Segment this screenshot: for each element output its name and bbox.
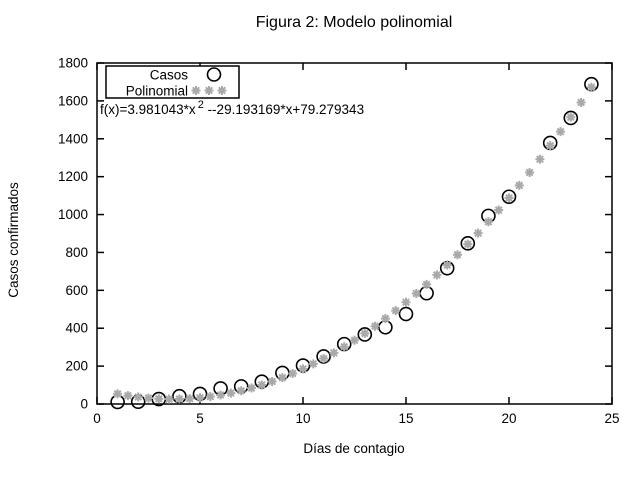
- polinomial-point: [545, 141, 555, 151]
- equation-suffix: --29.193169*x+79.279343: [204, 102, 364, 117]
- legend-polinomial-label: Polinomial: [126, 84, 188, 99]
- x-tick-label: 5: [196, 411, 204, 426]
- y-tick-label: 1800: [58, 56, 88, 71]
- x-tick-label: 25: [604, 411, 619, 426]
- y-tick-label: 0: [80, 397, 88, 412]
- legend-casos-label: Casos: [150, 68, 189, 83]
- legend: Casos Polinomial: [105, 65, 240, 99]
- polinomial-point: [576, 97, 586, 107]
- y-tick-label: 1000: [58, 207, 88, 222]
- polinomial-point: [288, 368, 298, 378]
- equation-exponent: 2: [198, 99, 204, 111]
- y-tick-label: 800: [65, 245, 88, 260]
- polinomial-point: [123, 391, 133, 401]
- polinomial-point: [308, 359, 318, 369]
- polinomial-point: [525, 168, 535, 178]
- y-tick-label: 200: [65, 359, 88, 374]
- polinomial-point: [442, 260, 452, 270]
- x-tick-label: 20: [501, 411, 516, 426]
- polinomial-point: [319, 354, 329, 364]
- legend-box: [105, 65, 240, 99]
- polinomial-point: [566, 112, 576, 122]
- polinomial-point: [277, 373, 287, 383]
- y-tick-label: 1400: [58, 131, 88, 146]
- polinomial-point: [391, 306, 401, 316]
- open-circle-marker-icon: [206, 67, 222, 82]
- x-tick-label: 10: [295, 411, 310, 426]
- polinomial-point: [216, 390, 226, 400]
- polinomial-point: [401, 297, 411, 307]
- chart-title: Figura 2: Modelo polinomial: [256, 14, 453, 31]
- polinomial-point: [432, 270, 442, 280]
- y-tick-label: 1600: [58, 93, 88, 108]
- equation-prefix: f(x)=3.981043*x: [100, 102, 196, 117]
- polinomial-point: [339, 342, 349, 352]
- polinomial-point: [453, 250, 462, 260]
- asterisk-marker-icons: [191, 86, 227, 95]
- asterisk-marker-icon: [217, 86, 227, 95]
- equation-label: f(x)=3.981043*x 2 --29.193169*x+79.279343: [100, 99, 364, 117]
- casos-point: [460, 236, 476, 251]
- y-axis-label: Casos confirmados: [6, 182, 21, 298]
- polinomial-series: [113, 82, 596, 404]
- polinomial-point: [236, 386, 246, 396]
- polinomial-point: [257, 380, 267, 390]
- polinomial-point: [267, 377, 277, 386]
- polinomial-point: [350, 335, 359, 345]
- asterisk-marker-icon: [204, 86, 214, 95]
- polinomial-point: [298, 364, 308, 374]
- casos-point: [563, 110, 579, 126]
- polinomial-point: [226, 388, 236, 398]
- x-tick-label: 0: [93, 411, 101, 426]
- plot-frame: [96, 62, 613, 405]
- x-axis-label: Días de contagio: [303, 441, 404, 456]
- polinomial-point: [174, 394, 184, 404]
- asterisk-marker-icon: [191, 86, 201, 95]
- y-tick-label: 600: [65, 283, 88, 298]
- polinomial-point: [473, 228, 483, 238]
- polinomial-point: [380, 314, 390, 324]
- polinomial-point: [133, 392, 143, 402]
- polinomial-point: [483, 217, 493, 227]
- y-tick-label: 400: [65, 321, 88, 336]
- polinomial-point: [370, 321, 380, 331]
- polinomial-point: [504, 193, 514, 203]
- y-tick-label: 1200: [58, 169, 88, 184]
- polinomial-point: [463, 239, 473, 249]
- polinomial-point: [360, 328, 370, 338]
- polinomial-point: [329, 348, 339, 358]
- polinomial-point: [247, 383, 256, 393]
- casos-series: [110, 76, 599, 410]
- polinomial-point: [205, 392, 215, 402]
- polinomial-point: [144, 393, 153, 403]
- polinomial-point: [411, 289, 421, 299]
- polinomial-point: [514, 180, 524, 190]
- casos-point: [357, 327, 373, 342]
- polinomial-point: [422, 279, 432, 289]
- polinomial-point: [494, 205, 504, 215]
- x-tick-label: 15: [398, 411, 413, 426]
- polinomial-point: [164, 394, 174, 404]
- axis-ticks: 0 5 10 15 20 25 0 200 400 600 800 1000 1200 1400 1600 1…: [58, 56, 620, 427]
- casos-point: [501, 189, 517, 205]
- polinomial-point: [556, 127, 565, 137]
- polinomial-point: [185, 394, 195, 404]
- polinomial-point: [535, 154, 545, 164]
- polinomial-point: [586, 82, 596, 92]
- polinomial-point: [195, 393, 205, 403]
- polinomial-point: [113, 389, 123, 399]
- polinomial-point: [154, 394, 164, 404]
- casos-point: [398, 306, 414, 322]
